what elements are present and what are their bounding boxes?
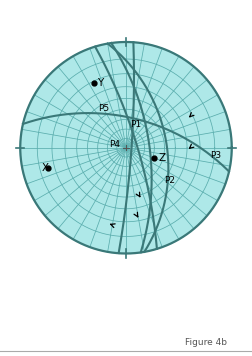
Circle shape bbox=[20, 42, 232, 253]
Text: P3: P3 bbox=[211, 151, 222, 159]
Text: Figure 4b: Figure 4b bbox=[185, 338, 227, 347]
Text: Z: Z bbox=[158, 153, 165, 163]
Text: P4: P4 bbox=[109, 140, 120, 149]
Text: P1: P1 bbox=[130, 120, 141, 129]
Text: X: X bbox=[41, 163, 49, 173]
Text: P5: P5 bbox=[99, 104, 110, 113]
Text: Y: Y bbox=[98, 78, 104, 88]
Text: P2: P2 bbox=[164, 176, 175, 185]
